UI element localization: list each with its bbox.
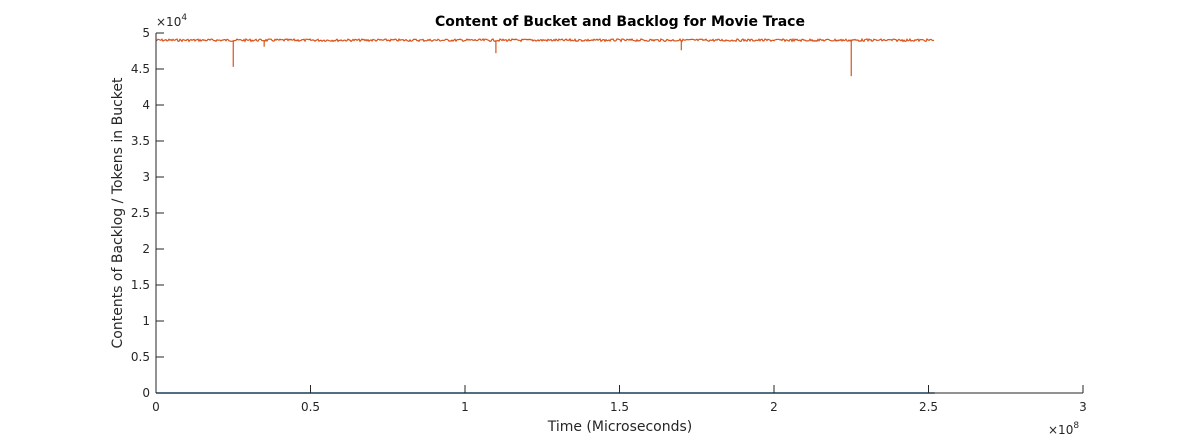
x-tick-label: 1.5 <box>610 400 629 414</box>
x-tick-label: 1 <box>461 400 469 414</box>
x-tick-label: 2 <box>770 400 778 414</box>
y-tick-label: 4.5 <box>131 62 150 76</box>
y-tick-label: 2.5 <box>131 206 150 220</box>
y-tick-label: 5 <box>142 26 150 40</box>
x-tick-label: 0 <box>152 400 160 414</box>
y-tick-label: 3.5 <box>131 134 150 148</box>
x-tick-label: 2.5 <box>919 400 938 414</box>
y-ticks: 0 0.5 1 1.5 2 2.5 3 3.5 4 4.5 5 <box>131 26 164 400</box>
x-axis-label: Time (Microseconds) <box>547 419 693 435</box>
y-tick-label: 0 <box>142 386 150 400</box>
x-ticks: 0 0.5 1 1.5 2 2.5 3 <box>152 385 1087 414</box>
x-tick-label: 0.5 <box>301 400 320 414</box>
y-tick-label: 1.5 <box>131 278 150 292</box>
y-tick-label: 3 <box>142 170 150 184</box>
x-tick-label: 3 <box>1079 400 1087 414</box>
series-layer <box>155 37 935 394</box>
x-axis-multiplier: ×108 <box>1048 421 1079 437</box>
y-axis-multiplier: ×104 <box>156 13 187 29</box>
y-tick-label: 2 <box>142 242 150 256</box>
y-tick-label: 0.5 <box>131 350 150 364</box>
y-tick-label: 1 <box>142 314 150 328</box>
chart-title: Content of Bucket and Backlog for Movie … <box>435 14 805 30</box>
y-tick-label: 4 <box>142 98 150 112</box>
y-axis-label: Contents of Backlog / Tokens in Bucket <box>110 77 126 349</box>
series-bucket-line <box>155 37 935 43</box>
plot-area: 0 0.5 1 1.5 2 2.5 3 0 0.5 1 1.5 2 2.5 3 3.5 4 4.5 5 <box>131 26 1087 414</box>
